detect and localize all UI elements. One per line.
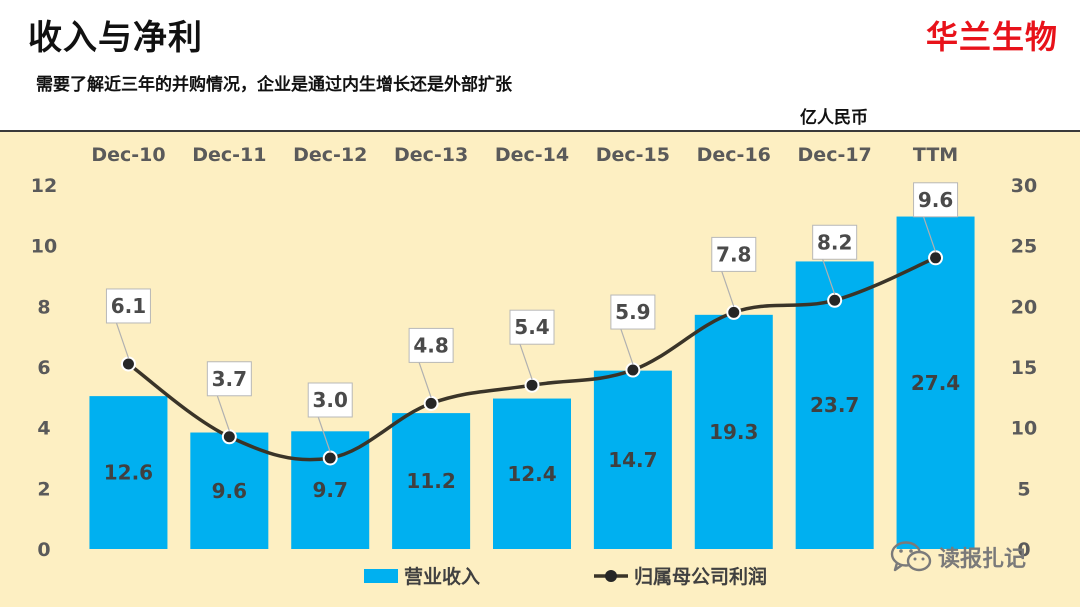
right-axis: 0 5 10 15 20 25 30 — [1011, 175, 1037, 561]
profit-label-box — [105, 288, 151, 324]
profit-data-label: 7.8 — [716, 242, 751, 266]
legend: 营业收入 归属母公司利润 — [364, 565, 767, 588]
right-tick-label: 20 — [1011, 296, 1037, 318]
line-data-labels: 6.1 3.7 3.0 4.8 5.4 5.9 7.8 8.2 9.6 — [105, 182, 959, 453]
left-axis: 0 2 4 6 8 10 12 — [31, 175, 57, 561]
revenue-bar — [896, 216, 975, 549]
profit-label-box — [307, 382, 353, 418]
watermark-text: 读报扎记 — [938, 547, 1027, 572]
profit-label-leader — [519, 344, 533, 380]
profit-label-leader — [922, 216, 937, 252]
legend-label-revenue: 营业收入 — [404, 565, 480, 588]
wechat-icon — [890, 541, 932, 572]
category-label: Dec-17 — [798, 144, 872, 166]
profit-label-leader — [721, 271, 735, 307]
profit-data-label: 5.9 — [615, 300, 650, 324]
left-tick-label: 4 — [37, 418, 50, 440]
category-label: Dec-16 — [697, 144, 771, 166]
right-tick-label: 30 — [1011, 175, 1037, 197]
profit-label-box — [913, 182, 959, 218]
left-tick-label: 10 — [31, 236, 57, 258]
profit-label-box — [812, 224, 858, 260]
category-label: Dec-14 — [495, 144, 569, 166]
profit-label-leader — [216, 395, 230, 431]
revenue-bar — [493, 398, 571, 549]
line-series — [120, 250, 944, 466]
brand-name: 华兰生物 — [925, 18, 1058, 56]
category-label: Dec-11 — [192, 144, 266, 166]
revenue-data-label: 14.7 — [608, 448, 657, 472]
page-title: 收入与净利 — [28, 18, 203, 58]
profit-label-box — [206, 361, 252, 397]
right-tick-label: 15 — [1011, 357, 1037, 379]
profit-data-label: 3.7 — [212, 367, 247, 391]
profit-point — [928, 250, 944, 266]
left-tick-label: 0 — [37, 539, 50, 561]
profit-data-label: 3.0 — [313, 388, 348, 412]
profit-data-label: 9.6 — [918, 188, 953, 212]
profit-label-leader — [822, 259, 836, 295]
profit-label-leader — [115, 322, 130, 359]
left-tick-label: 6 — [37, 357, 50, 379]
profit-point — [726, 304, 742, 320]
legend-label-profit: 归属母公司利润 — [634, 565, 767, 588]
category-label: Dec-13 — [394, 144, 468, 166]
right-tick-label: 25 — [1011, 236, 1037, 258]
profit-data-label: 6.1 — [111, 294, 146, 318]
profit-point — [423, 395, 439, 411]
profit-point — [120, 356, 136, 372]
revenue-bar — [190, 432, 269, 549]
profit-label-box — [610, 294, 656, 330]
revenue-data-label: 12.6 — [104, 461, 153, 485]
profit-label-leader — [317, 416, 331, 453]
header: 收入与净利 华兰生物 需要了解近三年的并购情况，企业是通过内生增长还是外部扩张 … — [0, 0, 1080, 132]
category-label: TTM — [913, 144, 958, 166]
profit-label-leader — [418, 362, 432, 398]
revenue-data-label: 9.7 — [313, 478, 348, 502]
right-tick-label: 5 — [1017, 478, 1030, 500]
category-axis: Dec-10 Dec-11 Dec-12 Dec-13 Dec-14 Dec-15 Dec-… — [91, 144, 958, 166]
legend-swatch-profit-point — [605, 570, 617, 582]
profit-label-box — [711, 236, 757, 272]
profit-label-box — [408, 327, 454, 363]
revenue-data-label: 11.2 — [406, 469, 455, 493]
profit-label-leader — [620, 328, 634, 365]
profit-data-label: 4.8 — [413, 333, 448, 357]
revenue-bar — [795, 261, 874, 549]
watermark: 读报扎记 — [890, 540, 1026, 574]
revenue-data-label: 12.4 — [507, 462, 556, 486]
profit-point — [625, 362, 641, 378]
page-subtitle: 需要了解近三年的并购情况，企业是通过内生增长还是外部扩张 — [36, 75, 512, 95]
revenue-data-label: 9.6 — [212, 479, 247, 503]
revenue-data-label: 27.4 — [911, 371, 960, 395]
left-tick-label: 8 — [37, 296, 50, 318]
revenue-bar — [593, 370, 672, 549]
profit-label-box — [509, 309, 555, 345]
legend-swatch-revenue — [364, 569, 398, 583]
profit-point — [322, 450, 338, 466]
left-tick-label: 12 — [31, 175, 57, 197]
unit-label: 亿人民币 — [800, 108, 868, 128]
revenue-bar — [392, 413, 471, 549]
revenue-bar — [694, 314, 773, 549]
right-tick-label: 10 — [1011, 418, 1037, 440]
profit-data-label: 8.2 — [817, 230, 852, 254]
left-tick-label: 2 — [37, 478, 50, 500]
profit-point — [524, 377, 540, 393]
right-tick-label: 0 — [1017, 539, 1030, 561]
category-label: Dec-10 — [91, 144, 165, 166]
category-label: Dec-12 — [293, 144, 367, 166]
profit-point — [221, 429, 237, 445]
revenue-data-label: 19.3 — [709, 420, 758, 444]
revenue-bar — [89, 396, 168, 549]
bar-series: 12.6 9.6 9.7 11.2 12.4 14.7 19.3 23.7 27.4 — [89, 216, 975, 549]
profit-data-label: 5.4 — [514, 315, 549, 339]
profit-point — [827, 292, 843, 308]
category-label: Dec-15 — [596, 144, 670, 166]
revenue-data-label: 23.7 — [810, 393, 859, 417]
